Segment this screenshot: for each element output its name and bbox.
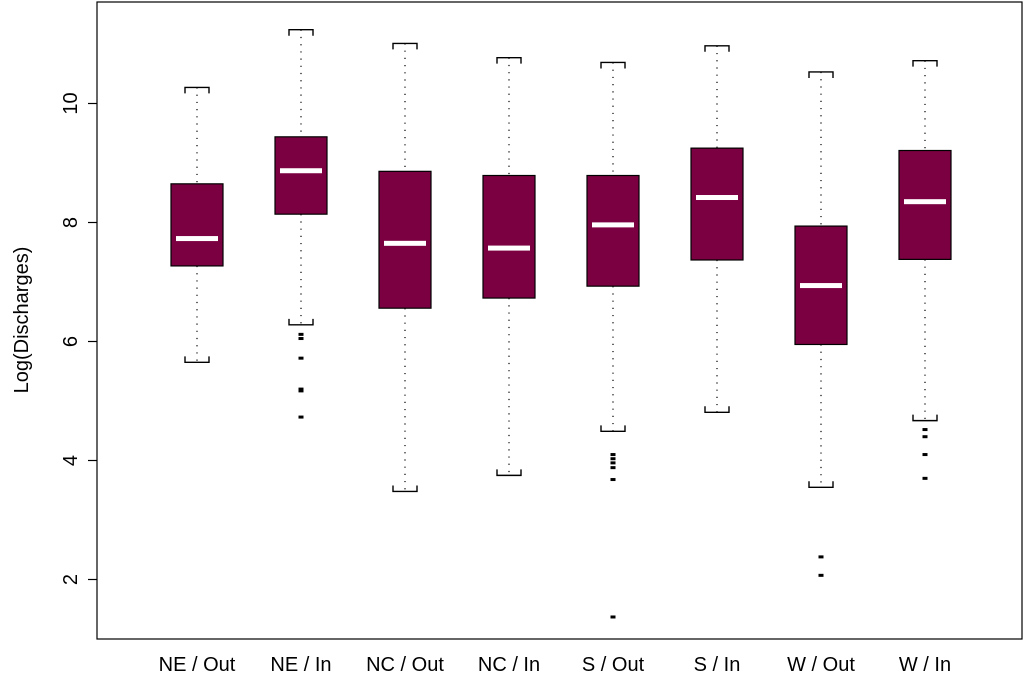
median-line (800, 283, 842, 289)
x-tick-label: NE / In (270, 654, 331, 676)
outlier-point (922, 428, 928, 432)
upper-whisker-cap (184, 86, 210, 94)
outlier-point (922, 476, 928, 480)
box-5 (586, 61, 640, 619)
box-2 (274, 29, 328, 419)
outlier-point (610, 478, 616, 482)
box-iqr (898, 149, 952, 260)
box-iqr (170, 183, 224, 267)
outlier-point (298, 387, 304, 391)
box-6 (690, 45, 744, 414)
median-line (280, 168, 322, 174)
median-line (488, 245, 530, 251)
lower-whisker-cap (496, 469, 522, 477)
median-line (696, 195, 738, 201)
box-iqr (274, 136, 328, 215)
upper-whisker-cap (496, 56, 522, 64)
median-line (176, 236, 218, 242)
y-tick-label: 6 (60, 336, 82, 347)
y-axis: 2 4 6 8 10 (60, 92, 97, 585)
upper-whisker-cap (704, 45, 730, 52)
lower-whisker-cap (912, 414, 938, 422)
outlier-point (922, 435, 928, 439)
x-tick-label: S / Out (582, 654, 645, 676)
outlier-point (818, 573, 824, 577)
outlier-point (922, 453, 928, 457)
y-tick-label: 10 (60, 92, 82, 114)
outlier-point (298, 415, 304, 419)
x-tick-label: W / Out (787, 654, 855, 676)
median-line (904, 199, 946, 205)
median-line (384, 240, 426, 246)
upper-whisker-cap (288, 29, 314, 36)
y-axis-label: Log(Discharges) (11, 247, 33, 394)
box-iqr (690, 147, 744, 261)
outlier-point (298, 332, 304, 336)
box-1 (170, 86, 224, 364)
x-axis: NE / Out NE / In NC / Out NC / In S / Out S /… (159, 654, 951, 676)
lower-whisker-cap (808, 481, 834, 488)
x-tick-label: NC / In (478, 654, 540, 676)
median-line (592, 222, 634, 228)
y-tick-label: 8 (60, 217, 82, 228)
boxes-group (170, 29, 952, 619)
lower-whisker-cap (704, 406, 730, 414)
outlier-point (610, 453, 616, 457)
outlier-point (818, 555, 824, 559)
box-iqr (586, 174, 640, 287)
outlier-point (298, 337, 304, 341)
lower-whisker-cap (184, 356, 210, 364)
outlier-point (298, 356, 304, 360)
y-tick-label: 4 (60, 455, 82, 466)
x-tick-label: NC / Out (366, 654, 444, 676)
box-8 (898, 59, 952, 480)
box-3 (378, 42, 432, 493)
box-iqr (378, 170, 432, 309)
x-tick-label: S / In (694, 654, 741, 676)
x-tick-label: W / In (899, 654, 951, 676)
lower-whisker-cap (288, 318, 314, 326)
outlier-point (298, 389, 304, 393)
box-7 (794, 71, 848, 577)
outlier-point (610, 457, 616, 461)
upper-whisker-cap (392, 42, 418, 50)
box-iqr (482, 174, 536, 299)
plot-frame (96, 1, 1023, 640)
upper-whisker-cap (912, 59, 938, 67)
x-tick-label: NE / Out (159, 654, 236, 676)
upper-whisker-cap (600, 61, 626, 69)
upper-whisker-cap (808, 71, 834, 78)
box-4 (482, 56, 536, 477)
lower-whisker-cap (392, 485, 418, 493)
outlier-point (610, 466, 616, 470)
lower-whisker-cap (600, 425, 626, 433)
outlier-point (610, 615, 616, 619)
y-tick-label: 2 (60, 574, 82, 585)
outlier-point (610, 461, 616, 465)
